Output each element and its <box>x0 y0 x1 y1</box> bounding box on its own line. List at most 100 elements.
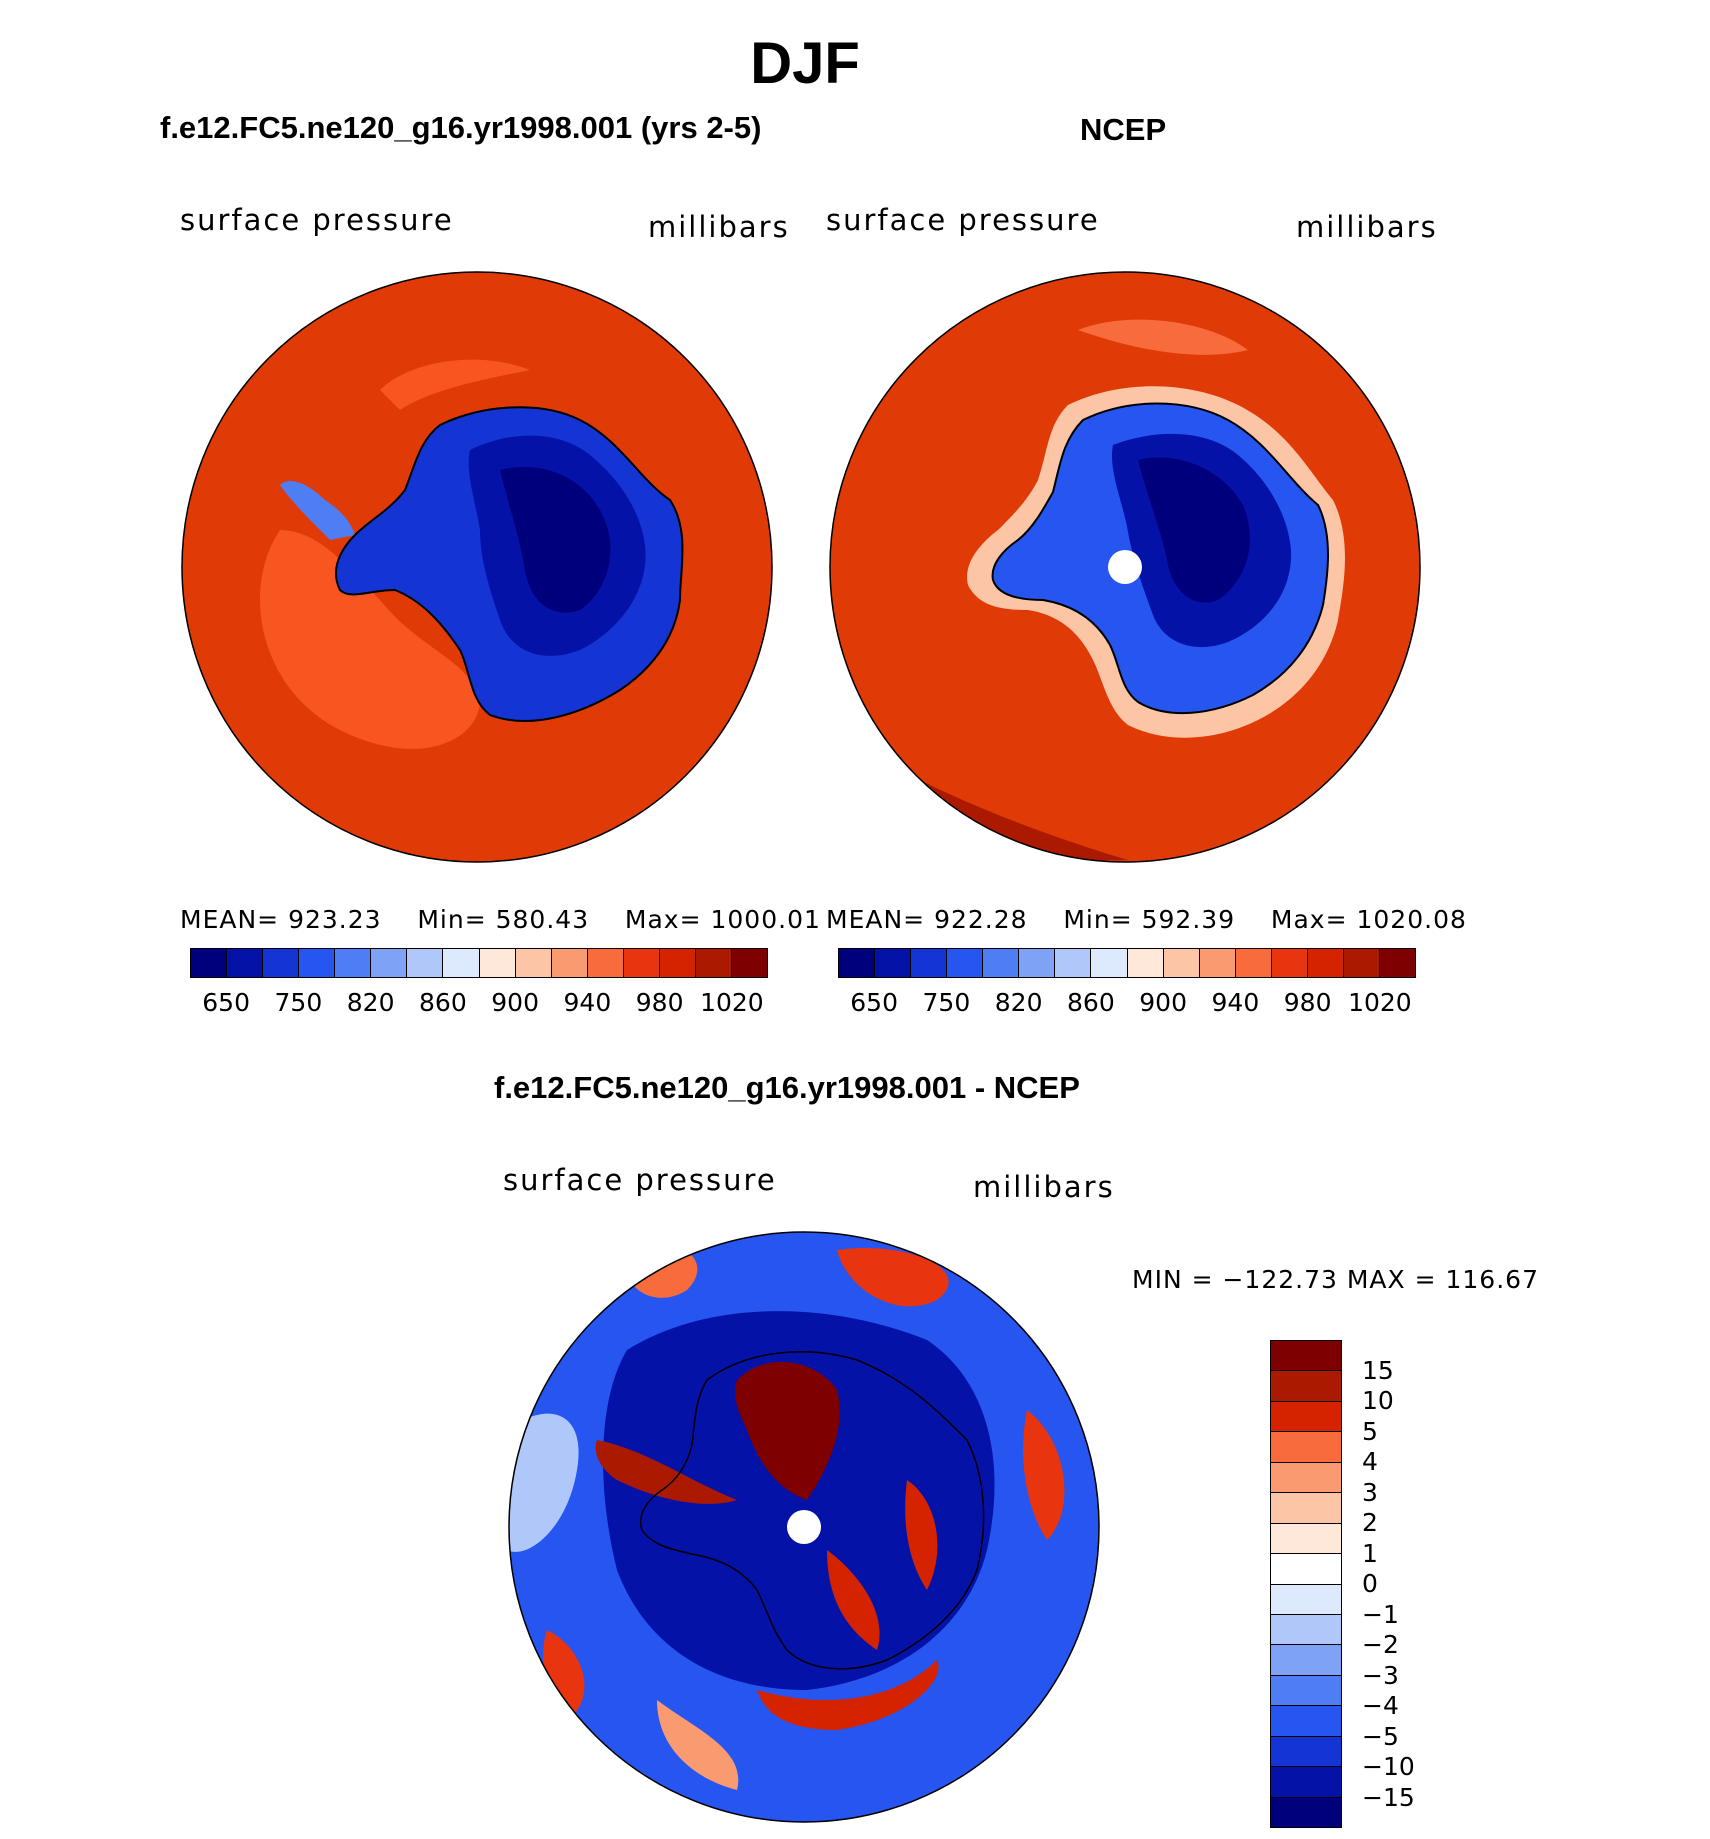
right-colorbar-box <box>875 949 912 977</box>
diff-colorbar-tick-label: 2 <box>1362 1508 1378 1537</box>
right-colorbar-box <box>1091 949 1128 977</box>
coastline <box>991 402 1329 715</box>
continent-core <box>500 466 611 613</box>
right-colorbar-box <box>1127 949 1164 977</box>
peninsula <box>280 480 355 540</box>
left-colorbar-box <box>407 949 444 977</box>
right-colorbar-tick-label: 820 <box>994 988 1043 1017</box>
right-colorbar-box <box>839 949 876 977</box>
right-colorbar-box <box>1379 949 1415 977</box>
left-colorbar-box <box>479 949 516 977</box>
left-colorbar-box <box>623 949 660 977</box>
diff-colorbar-box <box>1271 1645 1341 1676</box>
pole-hole <box>787 1510 821 1544</box>
diff-colorbar-tick-label: −3 <box>1362 1660 1399 1690</box>
left-colorbar-box <box>263 949 300 977</box>
diff-colorbar-box <box>1271 1341 1341 1372</box>
left-colorbar-box <box>695 949 732 977</box>
left-colorbar-box <box>731 949 767 977</box>
left-stats: MEAN= 923.23 Min= 580.43 Max= 1000.01 <box>180 905 821 934</box>
left-variable-label: surface pressure <box>180 203 454 237</box>
diff-colorbar-tick-label: 1 <box>1362 1538 1378 1568</box>
left-min-value: 580.43 <box>495 905 590 934</box>
diff-minmax: MIN = −122.73 MAX = 116.67 <box>1132 1265 1539 1294</box>
diff-band-dark <box>603 1311 995 1690</box>
right-colorbar-box <box>1055 949 1092 977</box>
right-colorbar-box <box>1199 949 1236 977</box>
left-colorbar-tick-label: 750 <box>274 988 323 1017</box>
diff-panel-title: f.e12.FC5.ne120_g16.yr1998.001 - NCEP <box>494 1070 1080 1105</box>
left-colorbar-tick-label: 820 <box>346 988 395 1017</box>
left-colorbar-box <box>515 949 552 977</box>
diff-variable-label: surface pressure <box>503 1163 777 1197</box>
diff-colorbar-tick-label: 5 <box>1362 1416 1378 1446</box>
right-colorbar-tick-label: 750 <box>922 988 971 1017</box>
diff-colorbar-box <box>1271 1523 1341 1555</box>
right-max-value: 1020.08 <box>1356 905 1467 934</box>
left-colorbar-tick-label: 900 <box>491 988 539 1017</box>
right-mean-label: MEAN= <box>826 905 926 934</box>
diff-colorbar-box <box>1271 1797 1341 1827</box>
diff-colorbar-tick-label: −5 <box>1362 1721 1399 1751</box>
right-colorbar-box <box>1307 949 1344 977</box>
right-colorbar-tick-label: 940 <box>1211 988 1260 1017</box>
left-colorbar-box <box>443 949 480 977</box>
pole-hole <box>1108 550 1142 584</box>
diff-colorbar <box>1270 1340 1342 1828</box>
diff-high-arm-south <box>827 1550 880 1650</box>
right-min-value: 592.39 <box>1141 905 1236 934</box>
right-colorbar-box <box>911 949 948 977</box>
left-colorbar-box <box>299 949 336 977</box>
left-colorbar-box <box>191 949 228 977</box>
diff-band-light <box>509 1413 579 1552</box>
coastline <box>640 1351 985 1670</box>
right-map <box>829 271 1421 863</box>
diff-colorbar-box <box>1271 1767 1341 1798</box>
left-max-label: Max= <box>624 905 702 934</box>
left-colorbar-tick-label: 1020 <box>700 988 764 1017</box>
diff-colorbar-tick-label: −4 <box>1362 1691 1399 1720</box>
left-min-label: Min= <box>417 905 487 934</box>
coastline <box>335 406 684 722</box>
continent-core <box>1138 457 1250 603</box>
right-colorbar-tick-label: 980 <box>1283 988 1332 1017</box>
left-colorbar-box <box>659 949 696 977</box>
diff-colorbar-tick-label: 15 <box>1362 1355 1394 1385</box>
right-colorbar-box <box>1343 949 1380 977</box>
diff-colorbar-tick-label: −15 <box>1362 1782 1415 1812</box>
right-colorbar-box <box>947 949 984 977</box>
right-mean-value: 922.28 <box>934 905 1028 934</box>
ocean-low-patch <box>1078 319 1248 355</box>
left-colorbar <box>190 948 768 978</box>
right-colorbar <box>838 948 1416 978</box>
right-colorbar-tick-label: 900 <box>1139 988 1187 1017</box>
right-units-label: millibars <box>1296 210 1438 244</box>
diff-colorbar-box <box>1271 1614 1341 1646</box>
left-colorbar-box <box>371 949 408 977</box>
diff-high-arc-south <box>757 1660 939 1730</box>
diff-colorbar-tick-label: −1 <box>1362 1599 1399 1629</box>
diff-colorbar-tick-label: 10 <box>1362 1386 1394 1415</box>
diff-high-arm-east <box>905 1480 938 1590</box>
right-colorbar-box <box>1235 949 1272 977</box>
right-min-label: Min= <box>1063 905 1133 934</box>
diff-colorbar-box <box>1271 1675 1341 1707</box>
right-variable-label: surface pressure <box>826 203 1100 237</box>
diff-colorbar-box <box>1271 1584 1341 1615</box>
left-colorbar-box <box>551 949 588 977</box>
diff-colorbar-tick-label: 3 <box>1362 1477 1378 1507</box>
left-mean-label: MEAN= <box>180 905 280 934</box>
pressure-band <box>380 359 530 410</box>
right-colorbar-tick-label: 650 <box>850 988 898 1017</box>
figure-title: DJF <box>750 31 860 96</box>
left-colorbar-box <box>335 949 372 977</box>
right-panel-title: NCEP <box>1080 112 1167 147</box>
diff-colorbar-box <box>1271 1401 1341 1433</box>
diff-colorbar-box <box>1271 1432 1341 1463</box>
diff-band-red-east <box>1023 1410 1065 1540</box>
diff-colorbar-box <box>1271 1371 1341 1402</box>
pressure-high-region <box>260 530 480 749</box>
right-colorbar-tick-label: 1020 <box>1348 988 1412 1017</box>
left-colorbar-tick-label: 650 <box>202 988 250 1017</box>
left-units-label: millibars <box>648 210 790 244</box>
